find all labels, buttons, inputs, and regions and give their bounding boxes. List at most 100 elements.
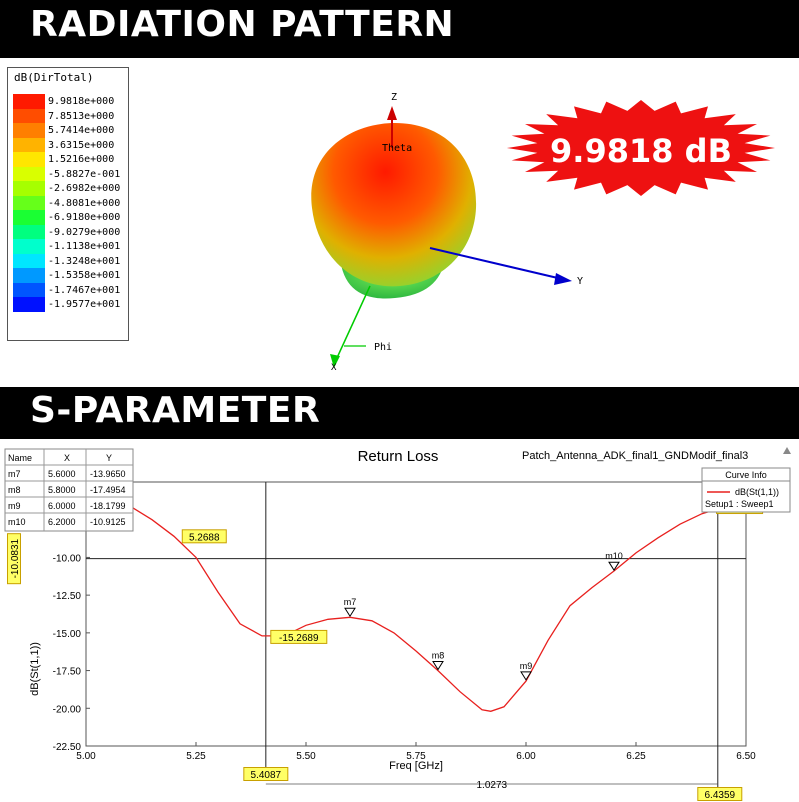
marker-table-cell: m9 xyxy=(8,501,21,511)
legend-swatch xyxy=(13,239,45,254)
x-tick-label: 6.25 xyxy=(626,751,646,762)
cursor-min-value-label: -15.2689 xyxy=(279,633,319,644)
curve-setup-name: Setup1 : Sweep1 xyxy=(705,499,774,509)
legend-swatch xyxy=(13,282,45,297)
radiation-pattern-heading: RADIATION PATTERN xyxy=(30,4,455,45)
legend-row: 3.6315e+000 xyxy=(13,137,125,152)
y-axis-label: dB(St(1,1)) xyxy=(29,642,41,696)
y-tick-label: -15.00 xyxy=(53,629,82,640)
color-legend: dB(DirTotal) 9.9818e+000 7.8513e+000 5.741… xyxy=(7,67,129,341)
cursor-left-point-label-box xyxy=(181,529,227,544)
legend-title: dB(DirTotal) xyxy=(14,71,94,84)
legend-row: -1.7467e+001 xyxy=(13,282,125,297)
radiation-pattern-panel: Z Theta Y Phi X 9.9818 dB dB(DirTotal) 9… xyxy=(0,58,799,387)
marker-triangle xyxy=(608,561,620,572)
marker-table-cell: -17.4954 xyxy=(90,485,126,495)
cursor-delta-label: 1.0273 xyxy=(477,780,508,791)
s-parameter-panel: Return Loss Patch_Antenna_ADK_final1_GND… xyxy=(0,439,799,802)
radiation-3d-plot: Z Theta Y Phi X 9.9818 dB xyxy=(311,92,775,373)
marker-table-cell: m8 xyxy=(8,485,21,495)
x-axis: Phi X xyxy=(330,285,392,373)
marker-table-cell: 5.8000 xyxy=(48,485,76,495)
legend-value: 1.5216e+000 xyxy=(48,154,115,165)
phi-label: Phi xyxy=(374,342,392,353)
legend-value: -1.5358e+001 xyxy=(48,270,121,281)
legend-value: -9.0279e+000 xyxy=(48,226,121,238)
legend-row: 5.7414e+000 xyxy=(13,123,125,138)
legend-row: -9.0279e+000 xyxy=(13,224,125,239)
s-parameter-banner: S-PARAMETER xyxy=(0,387,799,439)
legend-swatch xyxy=(13,253,45,268)
theta-label: Theta xyxy=(382,143,412,154)
radiation-pattern-banner: RADIATION PATTERN xyxy=(0,0,799,58)
legend-swatch xyxy=(13,210,45,225)
legend-row: -1.5358e+001 xyxy=(13,268,125,283)
legend-row: 1.5216e+000 xyxy=(13,152,125,167)
marker-table-cell: -10.9125 xyxy=(90,517,126,527)
legend-swatch xyxy=(13,195,45,210)
collapse-triangle-icon[interactable] xyxy=(783,447,791,454)
curve-trace-name: dB(St(1,1)) xyxy=(735,487,779,497)
y-tick-label: -17.50 xyxy=(53,667,82,678)
legend-swatch xyxy=(13,297,45,312)
return-loss-curve xyxy=(85,484,747,712)
marker-label: m8 xyxy=(432,651,445,661)
curve-info-box: Curve Info dB(St(1,1)) Setup1 : Sweep1 xyxy=(701,467,791,513)
y-axis-label: Y xyxy=(577,276,583,287)
legend-value: -4.8081e+000 xyxy=(48,197,121,209)
return-loss-chart: Return Loss Patch_Antenna_ADK_final1_GND… xyxy=(4,447,791,801)
legend-row: -1.9577e+001 xyxy=(13,297,125,312)
legend-swatch xyxy=(13,181,45,196)
y-tick-label: -12.50 xyxy=(53,591,82,602)
s-parameter-heading: S-PARAMETER xyxy=(30,390,321,431)
marker-table: Name X Ym7 5.6000 -13.9650 m8 5.8000 -17.4954 m9… xyxy=(4,448,134,532)
legend-value: -1.1138e+001 xyxy=(48,241,121,252)
cursor-right-x-label: 6.4359 xyxy=(704,790,735,801)
marker-label: m7 xyxy=(344,597,357,607)
marker-table-cell: -13.9650 xyxy=(90,469,126,479)
marker-table-cell: 6.2000 xyxy=(48,517,76,527)
x-tick-label: 5.75 xyxy=(406,751,426,762)
legend-swatch xyxy=(13,166,45,181)
legend-row: -2.6982e+000 xyxy=(13,181,125,196)
marker-table-header: Y xyxy=(106,453,112,463)
legend-value: -1.9577e+001 xyxy=(48,299,121,310)
z-axis-label: Z xyxy=(391,92,397,103)
z-axis: Z Theta xyxy=(382,92,412,154)
legend-value: 5.7414e+000 xyxy=(48,125,115,136)
legend-value: -5.8827e-001 xyxy=(48,168,121,180)
marker-table-cell: 6.0000 xyxy=(48,501,76,511)
cursor-left-point-label: 5.2688 xyxy=(189,532,220,543)
y-tick-label: -22.50 xyxy=(53,742,82,753)
legend-row: -4.8081e+000 xyxy=(13,195,125,210)
marker-table-cell: 5.6000 xyxy=(48,469,76,479)
legend-value: 3.6315e+000 xyxy=(48,139,115,151)
legend-value: -1.7467e+001 xyxy=(48,284,121,296)
legend-row: 7.8513e+000 xyxy=(13,108,125,123)
legend-row: -1.3248e+001 xyxy=(13,253,125,268)
peak-gain-label: 9.9818 dB xyxy=(550,132,732,170)
chart-title: Return Loss xyxy=(358,448,439,465)
legend-swatch xyxy=(13,268,45,283)
x-tick-label: 5.50 xyxy=(296,751,316,762)
x-tick-label: 5.00 xyxy=(76,751,96,762)
legend-value: 9.9818e+000 xyxy=(48,96,115,107)
marker-table-header: X xyxy=(64,453,70,463)
marker-table-header: Name xyxy=(8,453,32,463)
marker-triangle xyxy=(344,607,356,618)
marker-label: m10 xyxy=(605,551,623,561)
y-tick-label: -20.00 xyxy=(53,704,82,715)
marker-table-cell: m7 xyxy=(8,469,21,479)
legend-row: -5.8827e-001 xyxy=(13,166,125,181)
cursor-min-value-label-box xyxy=(270,629,328,644)
legend-value: -2.6982e+000 xyxy=(48,183,121,194)
legend-swatch xyxy=(13,152,45,167)
legend-value: -1.3248e+001 xyxy=(48,255,121,267)
legend-row: -6.9180e+000 xyxy=(13,210,125,225)
plot-frame xyxy=(85,481,747,747)
marker-table-cell: -18.1799 xyxy=(90,501,126,511)
x-tick-label: 5.25 xyxy=(186,751,206,762)
legend-swatch xyxy=(13,123,45,138)
peak-gain-burst: 9.9818 dB xyxy=(507,100,775,196)
x-tick-label: 6.50 xyxy=(736,751,756,762)
